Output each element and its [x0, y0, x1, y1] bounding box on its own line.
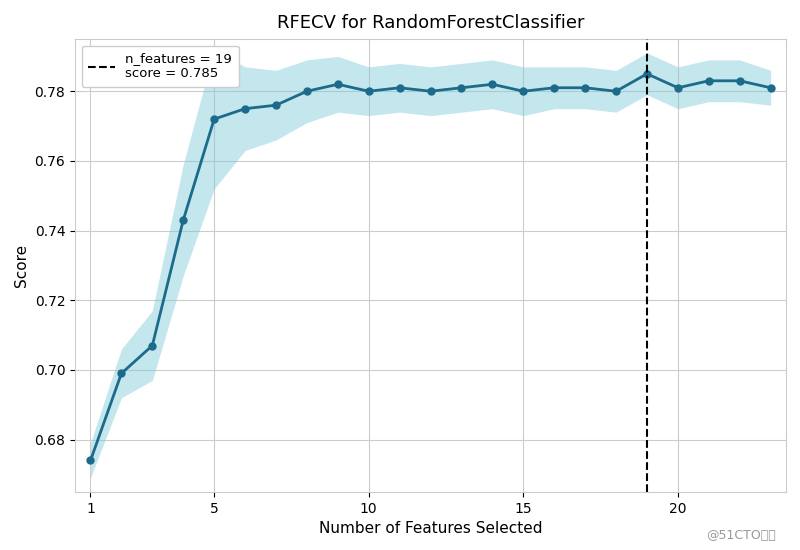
Title: RFECV for RandomForestClassifier: RFECV for RandomForestClassifier	[277, 14, 584, 32]
Y-axis label: Score: Score	[14, 244, 29, 287]
X-axis label: Number of Features Selected: Number of Features Selected	[319, 521, 542, 536]
Legend: n_features = 19
score = 0.785: n_features = 19 score = 0.785	[82, 46, 238, 87]
Text: @51CTO博客: @51CTO博客	[706, 529, 776, 542]
